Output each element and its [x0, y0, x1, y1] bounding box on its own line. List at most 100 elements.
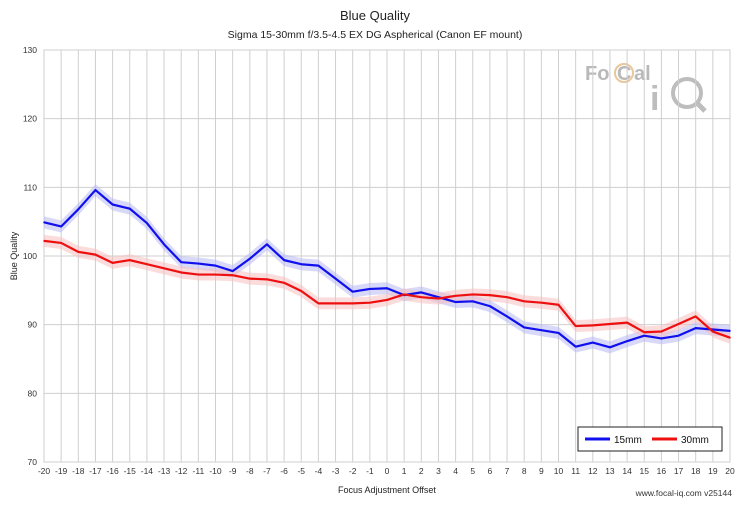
data-point-15mm: [249, 257, 251, 260]
data-point-30mm: [540, 301, 543, 304]
x-tick-label: 17: [674, 466, 684, 476]
x-tick-label: -10: [209, 466, 222, 476]
data-point-15mm: [574, 345, 577, 348]
data-point-30mm: [403, 293, 405, 296]
data-point-30mm: [506, 296, 508, 299]
data-point-30mm: [334, 302, 337, 305]
data-point-15mm: [317, 264, 320, 267]
x-tick-label: -20: [38, 466, 51, 476]
data-point-30mm: [146, 263, 148, 266]
legend-label-15mm: 15mm: [614, 435, 642, 446]
data-point-15mm: [128, 207, 131, 210]
x-tick-label: 9: [539, 466, 544, 476]
data-point-30mm: [249, 277, 251, 280]
y-axis-label: Blue Quality: [9, 231, 19, 280]
data-point-15mm: [420, 291, 423, 294]
x-tick-label: 6: [488, 466, 493, 476]
data-point-30mm: [643, 331, 646, 334]
x-tick-label: -18: [72, 466, 85, 476]
x-tick-label: 14: [622, 466, 632, 476]
x-tick-label: -6: [280, 466, 288, 476]
x-tick-label: 16: [657, 466, 667, 476]
svg-text:Fo: Fo: [585, 63, 609, 85]
data-point-15mm: [369, 288, 371, 290]
footer-text: www.focal-iq.com v25144: [635, 488, 733, 498]
data-point-15mm: [660, 337, 663, 340]
data-point-15mm: [729, 330, 731, 332]
data-point-15mm: [626, 340, 628, 342]
data-point-15mm: [557, 332, 560, 334]
data-point-30mm: [369, 301, 371, 304]
data-point-30mm: [454, 295, 457, 297]
data-point-15mm: [163, 243, 165, 246]
x-tick-label: -17: [89, 466, 102, 476]
y-tick-label: 110: [23, 182, 37, 192]
data-point-30mm: [694, 315, 697, 318]
svg-text:i: i: [650, 80, 659, 118]
data-point-30mm: [386, 299, 388, 301]
data-point-30mm: [180, 271, 182, 274]
data-point-30mm: [592, 324, 594, 327]
data-point-30mm: [420, 296, 423, 299]
series-lines: [43, 188, 731, 349]
data-point-30mm: [197, 273, 200, 276]
data-point-15mm: [351, 290, 354, 293]
data-point-15mm: [677, 334, 680, 337]
y-tick-label: 90: [28, 320, 38, 330]
data-point-30mm: [317, 302, 320, 305]
data-point-15mm: [111, 203, 114, 206]
data-point-15mm: [180, 261, 182, 263]
data-point-15mm: [694, 327, 697, 329]
data-point-15mm: [471, 300, 474, 303]
data-point-15mm: [454, 301, 457, 303]
data-point-30mm: [574, 325, 577, 327]
chart-title: Blue Quality: [340, 8, 411, 23]
y-tick-label: 120: [23, 114, 37, 124]
y-tick-label: 130: [23, 45, 37, 55]
x-tick-label: 8: [522, 466, 527, 476]
y-tick-label: 100: [23, 251, 37, 261]
x-axis-ticks: -20 -19 -18 -17 -16 -15 -14 -13 -12 -11 -10 -9 -8 -7-…: [38, 466, 735, 476]
data-point-15mm: [197, 262, 200, 265]
data-point-30mm: [128, 259, 131, 261]
x-axis-label: Focus Adjustment Offset: [338, 485, 436, 495]
x-tick-label: 1: [402, 466, 407, 476]
x-tick-label: 0: [385, 466, 390, 476]
x-tick-label: -1: [366, 466, 374, 476]
x-tick-label: -2: [349, 466, 357, 476]
x-tick-label: 12: [588, 466, 598, 476]
data-point-15mm: [643, 334, 646, 337]
x-tick-label: 5: [470, 466, 475, 476]
data-point-30mm: [60, 242, 62, 244]
data-point-30mm: [351, 302, 354, 305]
x-tick-label: 19: [708, 466, 718, 476]
x-tick-label: 4: [453, 466, 458, 476]
data-point-15mm: [214, 264, 217, 267]
x-tick-label: -4: [315, 466, 323, 476]
data-point-30mm: [712, 330, 714, 333]
data-point-30mm: [214, 273, 217, 276]
data-point-15mm: [283, 259, 285, 261]
y-axis-ticks: 70 80 90 100 110 120 130: [23, 45, 37, 467]
data-point-30mm: [43, 240, 45, 242]
data-point-30mm: [677, 323, 680, 325]
svg-text:C: C: [617, 63, 631, 85]
y-tick-label: 80: [28, 388, 38, 398]
data-point-30mm: [111, 262, 114, 264]
x-tick-label: -15: [124, 466, 137, 476]
x-tick-label: -11: [193, 466, 205, 476]
x-tick-label: -16: [106, 466, 119, 476]
x-tick-label: 10: [554, 466, 564, 476]
data-point-15mm: [266, 243, 268, 246]
data-point-30mm: [523, 300, 525, 303]
data-point-30mm: [283, 281, 285, 284]
data-point-30mm: [557, 303, 560, 306]
x-tick-label: -13: [158, 466, 171, 476]
x-tick-label: -7: [263, 466, 271, 476]
data-point-15mm: [506, 315, 508, 318]
confidence-bands: [44, 184, 730, 354]
data-point-15mm: [523, 326, 525, 329]
chart-subtitle: Sigma 15-30mm f/3.5-4.5 EX DG Aspherical…: [228, 29, 523, 41]
data-point-30mm: [266, 278, 268, 281]
